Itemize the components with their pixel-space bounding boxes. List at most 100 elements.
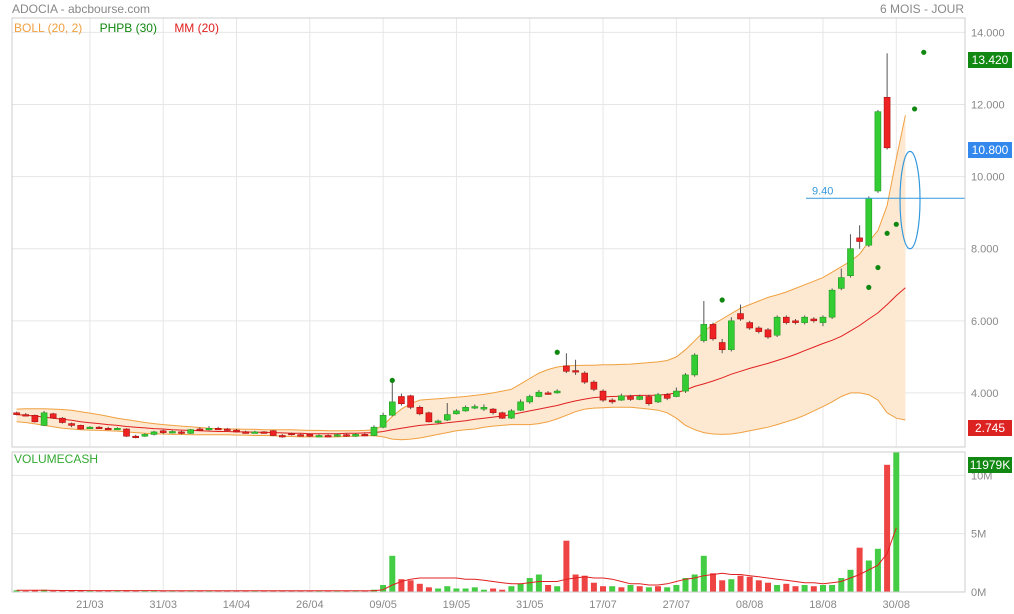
candle-body	[618, 395, 625, 401]
volume-bar	[114, 590, 121, 592]
phpb-marker	[554, 349, 560, 355]
volume-bar	[242, 590, 249, 592]
volume-bar	[261, 590, 267, 592]
volume-y-tick-label: 5M	[971, 529, 986, 541]
x-tick-label: 30/08	[883, 599, 911, 611]
volume-bar	[691, 574, 698, 592]
volume-bar	[554, 586, 561, 592]
volume-bar	[68, 590, 75, 592]
volume-bar	[86, 590, 93, 592]
volume-bar	[746, 576, 753, 592]
volume-bar	[316, 590, 322, 592]
candle-body	[599, 390, 607, 401]
candle-body	[13, 412, 20, 415]
volume-bar	[480, 589, 487, 592]
volume-bar	[884, 464, 891, 592]
volume-bar	[215, 590, 222, 592]
volume-bar	[645, 587, 652, 592]
candle-body	[727, 320, 735, 350]
candle-body	[508, 410, 515, 419]
candle-body	[196, 428, 204, 431]
x-tick-label: 19/05	[443, 599, 471, 611]
volume-bar	[453, 588, 460, 592]
volume-bar	[719, 580, 726, 592]
candle-body	[178, 431, 185, 434]
candle-body	[297, 434, 304, 437]
volume-y-tick-label: 0M	[971, 587, 986, 599]
candle-body	[22, 414, 30, 417]
volume-bar	[755, 580, 762, 592]
volume-bar	[700, 555, 707, 592]
last-price-badge: 13.420	[968, 52, 1012, 68]
candle-body	[462, 406, 469, 412]
volume-bar	[398, 579, 405, 592]
legend-boll: BOLL (20, 2)	[14, 21, 83, 35]
candle-body	[627, 396, 634, 400]
candle-body	[370, 426, 378, 436]
candle-body	[425, 412, 433, 423]
candle-body	[352, 434, 359, 437]
candle-body	[233, 429, 240, 433]
x-tick-label: 09/05	[369, 599, 397, 611]
volume-bar	[297, 590, 304, 592]
volume-bar	[865, 560, 872, 592]
phpb-marker	[719, 297, 725, 303]
candle-body	[251, 431, 259, 434]
candle-body	[837, 277, 845, 289]
candle-body	[214, 427, 222, 431]
phpb-marker	[893, 221, 899, 227]
candle-body	[535, 391, 543, 397]
candle-body	[169, 431, 176, 434]
price-y-tick-label: 6.000	[971, 316, 999, 328]
candle-body	[755, 327, 763, 332]
volume-bar	[728, 579, 735, 592]
volume-bar	[178, 590, 185, 592]
volume-bar	[22, 590, 29, 592]
price-y-tick-label: 8.000	[971, 244, 999, 256]
candle-body	[388, 401, 396, 416]
volume-bar	[563, 540, 570, 592]
volume-bar	[187, 590, 194, 592]
volume-bar	[352, 590, 359, 592]
x-tick-label: 31/05	[516, 599, 544, 611]
candle-body	[59, 417, 66, 423]
volume-bar	[517, 583, 524, 592]
candle-body	[792, 320, 799, 323]
price-y-tick-label: 4.000	[971, 388, 999, 400]
phpb-marker	[921, 49, 927, 55]
volume-bar	[508, 586, 515, 592]
x-tick-label: 14/04	[223, 599, 251, 611]
volume-bar	[462, 588, 469, 592]
candle-body	[782, 316, 790, 323]
volume-bar	[435, 588, 442, 592]
volume-bar	[874, 548, 881, 592]
candle-body	[810, 318, 818, 322]
candle-body	[883, 97, 891, 149]
candle-body	[123, 428, 130, 437]
candle-body	[104, 427, 112, 431]
volume-bar	[590, 582, 597, 592]
volume-y-tick-label: 10M	[971, 470, 992, 482]
candle-body	[361, 434, 369, 437]
candle-body	[132, 435, 139, 439]
candle-body	[159, 430, 167, 433]
legend-phpb: PHPB (30)	[99, 21, 157, 35]
volume-bar	[600, 586, 606, 592]
candle-body	[498, 412, 506, 419]
bollinger-lower-line	[16, 392, 906, 441]
volume-bar	[526, 578, 533, 592]
volume-bar	[471, 587, 478, 592]
volume-bar	[251, 590, 258, 592]
volume-bar	[169, 590, 176, 592]
candle-body	[856, 237, 863, 242]
candle-body	[269, 430, 277, 436]
candle-body	[654, 394, 662, 403]
volume-bar	[820, 585, 826, 592]
volume-bar	[334, 590, 341, 592]
volume-bar	[609, 586, 616, 592]
volume-bar	[572, 574, 579, 592]
price-y-tick-label: 12.000	[971, 100, 1005, 112]
x-tick-label: 08/08	[736, 599, 764, 611]
volume-bar	[682, 578, 689, 592]
